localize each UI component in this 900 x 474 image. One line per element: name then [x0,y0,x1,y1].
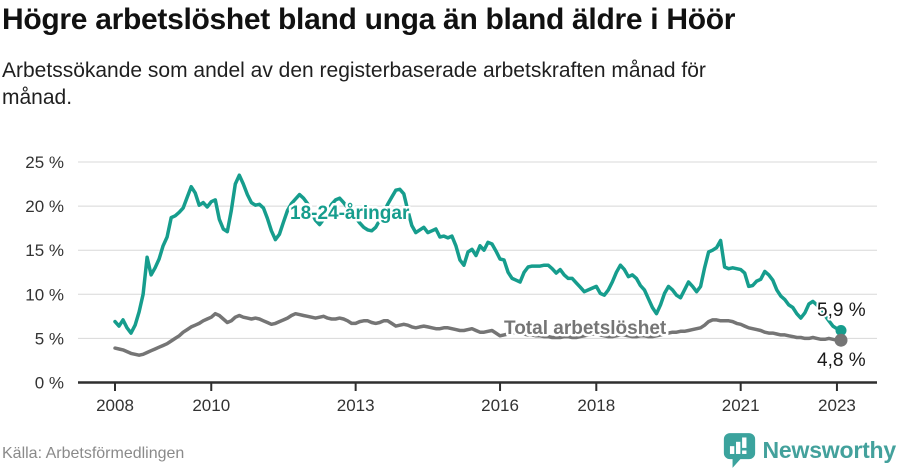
x-axis-tick-label: 2016 [481,396,519,415]
chart-subtitle: Arbetssökande som andel av den registerb… [2,57,706,111]
x-axis-tick-label: 2021 [722,396,760,415]
chart-subtitle-line-2: månad. [2,86,73,109]
line-chart: 0 % 5 % 10 % 15 % 20 % 25 % 2008 2010 2013 2016 20… [0,140,900,430]
chart-canvas: 0 % 5 % 10 % 15 % 20 % 25 % 2008 2010 2013 2016 20… [25,153,877,415]
y-axis-tick-label: 20 % [25,197,64,216]
x-axis-tick-label: 2023 [818,396,856,415]
source-note: Källa: Arbetsförmedlingen [2,445,185,462]
x-axis-tick-label: 2013 [337,396,375,415]
end-value-label-total: 4,8 % [817,350,866,371]
exclamation-dot [741,450,746,454]
series-label-total: Total arbetslöshet [504,318,667,339]
end-value-label-youth: 5,9 % [817,300,866,321]
y-axis-tick-label: 10 % [25,285,64,304]
y-axis-tick-label: 0 % [35,374,64,393]
newsworthy-logo: Newsworthy [723,432,896,469]
bar-tall [735,441,740,454]
chart-title: Högre arbetslöshet bland unga än bland ä… [2,3,736,36]
bar-chart-bubble-icon [723,433,755,468]
end-dot-youth [835,325,847,336]
exclamation-bar [741,437,746,448]
y-axis-tick-label: 25 % [25,153,64,172]
y-axis-tick-label: 15 % [25,241,64,260]
newsworthy-logo-text: Newsworthy [762,437,897,463]
end-dot-total [834,333,848,347]
chart-subtitle-line-1: Arbetssökande som andel av den registerb… [2,59,706,82]
series-line-youth [113,173,843,335]
bar-small [729,446,734,454]
series-line-total [113,311,843,357]
y-axis-tick-label: 5 % [35,329,64,348]
series-label-youth: 18-24-åringar [290,203,410,224]
x-axis-tick-label: 2008 [96,396,134,415]
x-axis-tick-label: 2010 [192,396,230,415]
x-axis-tick-label: 2018 [577,396,615,415]
